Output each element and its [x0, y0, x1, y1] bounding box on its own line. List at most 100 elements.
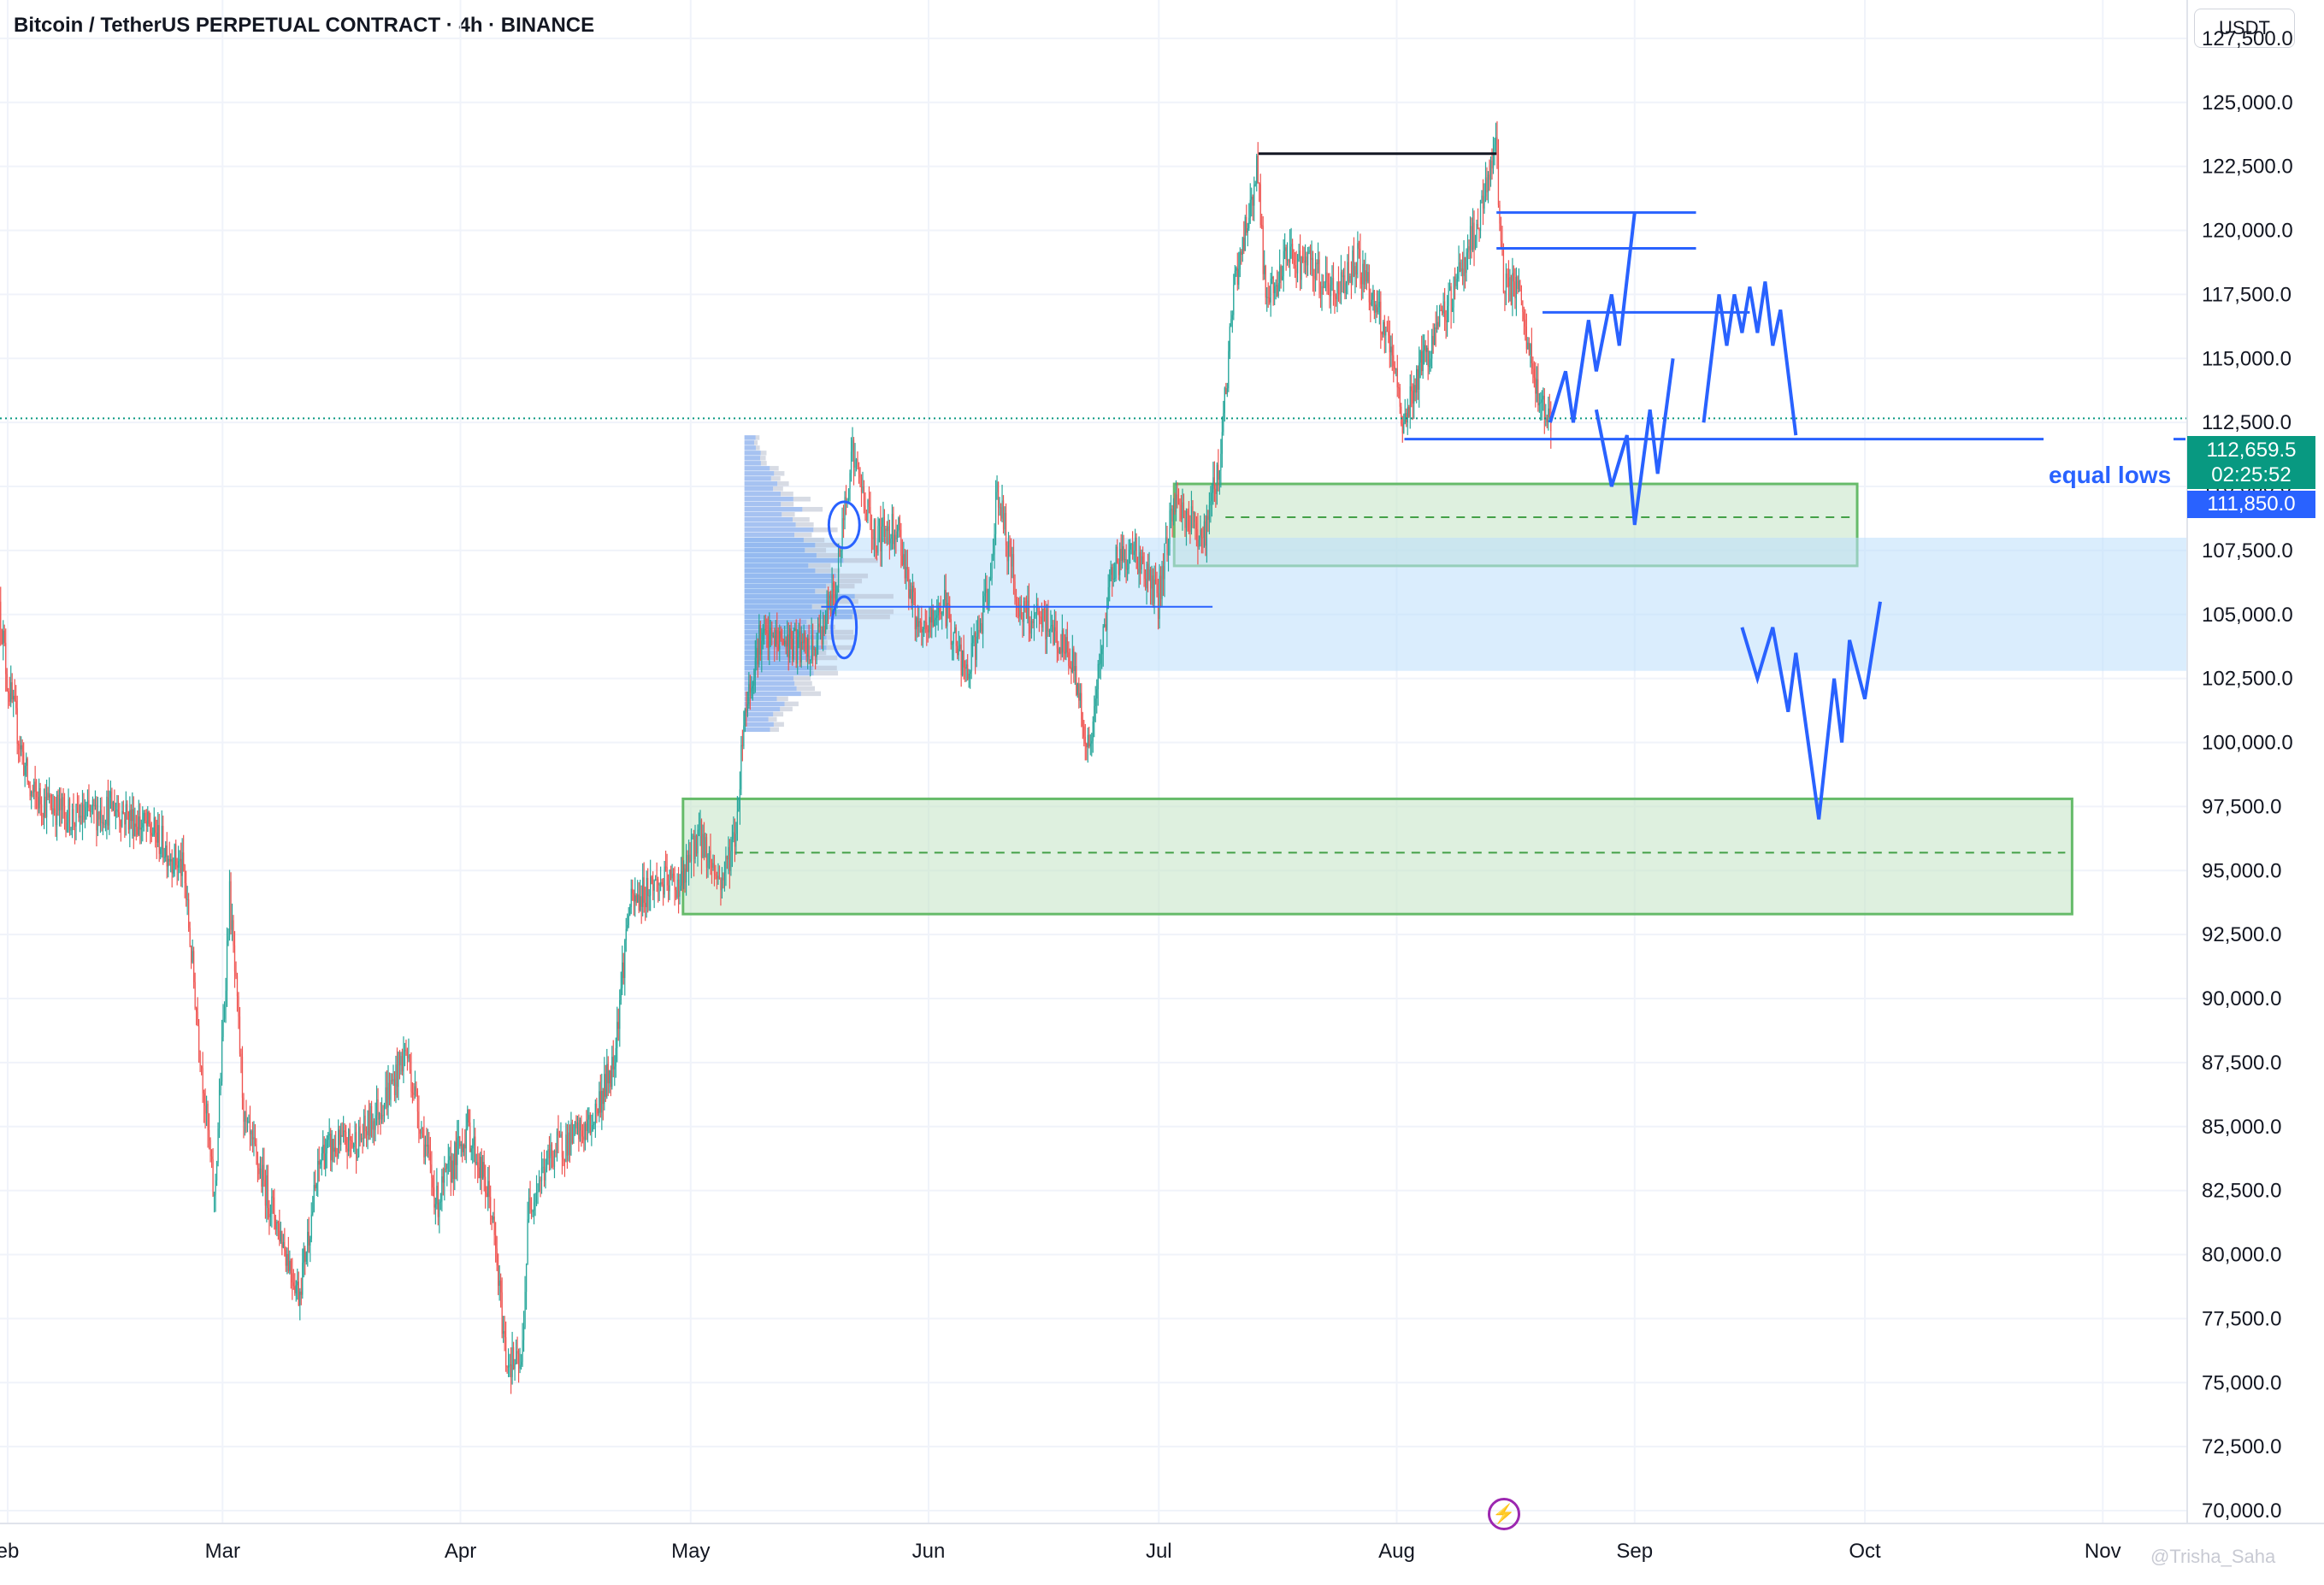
candle-body	[134, 823, 136, 836]
projection-path[interactable]	[1548, 212, 1637, 423]
candle-body	[470, 1148, 472, 1152]
zones-layer	[681, 482, 2187, 916]
candle-body	[522, 1327, 525, 1340]
candle-body	[1133, 551, 1135, 555]
candle-body	[548, 1149, 551, 1158]
time-tick-label: Nov	[2085, 1540, 2121, 1563]
candle-body	[1497, 154, 1500, 205]
candle-body	[1347, 262, 1348, 284]
candle-body	[1447, 306, 1448, 323]
candle-body	[646, 877, 647, 908]
currency-unit-button[interactable]: USDT	[2194, 9, 2295, 48]
candle-body	[510, 1364, 512, 1377]
candle-body	[771, 628, 773, 636]
candle-body	[532, 1211, 534, 1212]
candle-body	[1368, 272, 1370, 303]
candle-body	[52, 808, 54, 814]
candle-body	[1486, 177, 1488, 193]
candle-body	[635, 895, 637, 903]
drawings-layer	[0, 152, 2187, 820]
candle-body	[1337, 282, 1340, 294]
candle-body	[364, 1115, 366, 1132]
candle-body	[373, 1121, 375, 1130]
candle-body	[1192, 506, 1194, 513]
candle-body	[416, 1091, 419, 1112]
candle-body	[78, 805, 80, 818]
projection-path[interactable]	[1594, 358, 1675, 526]
candle-body	[42, 813, 44, 817]
candle-body	[973, 633, 975, 637]
candle-body	[201, 1066, 203, 1069]
candle-body	[269, 1213, 271, 1217]
candle-body	[1233, 285, 1235, 315]
candle-body	[210, 1156, 213, 1159]
candle-body	[322, 1145, 324, 1154]
volume-profile	[744, 435, 894, 733]
candle-body	[132, 809, 133, 822]
profile-bar-secondary	[796, 686, 816, 692]
candle-body	[935, 617, 936, 621]
candle-body	[896, 531, 898, 540]
candle-body	[867, 499, 869, 521]
candle-body	[1243, 237, 1245, 251]
profile-bar-secondary	[755, 445, 760, 451]
candle-body	[1383, 321, 1385, 336]
time-tick-label: Oct	[1849, 1540, 1881, 1563]
candle-body	[1466, 246, 1469, 253]
profile-bar	[744, 440, 755, 445]
candle-body	[1151, 575, 1153, 589]
highlight-ellipse[interactable]	[830, 595, 858, 660]
candle-body	[145, 821, 147, 827]
candle-body	[792, 639, 793, 660]
candle-body	[1304, 256, 1307, 263]
highlight-ellipse[interactable]	[827, 500, 861, 550]
candle-body	[569, 1132, 571, 1155]
candle-body	[537, 1191, 539, 1193]
profile-bar	[744, 456, 761, 461]
candle-body	[1375, 304, 1377, 313]
price-tick-label: 95,000.0	[2202, 859, 2281, 882]
profile-bar	[744, 573, 836, 579]
candle-body	[717, 875, 719, 879]
profile-bar	[744, 588, 816, 594]
candle-body	[429, 1153, 431, 1165]
candle-body	[1205, 521, 1206, 546]
candle-body	[1053, 627, 1055, 645]
price-tick-label: 92,500.0	[2202, 923, 2281, 946]
candle-body	[1112, 579, 1114, 580]
candle-body	[1038, 611, 1041, 617]
lightning-icon[interactable]: ⚡	[1488, 1498, 1520, 1530]
candle-body	[1303, 260, 1305, 263]
candle-body	[351, 1140, 353, 1147]
candle-body	[642, 877, 644, 907]
candle-body	[1189, 531, 1191, 533]
candle-body	[1083, 726, 1085, 737]
profile-bar-secondary	[760, 451, 767, 456]
candle-body	[676, 879, 678, 898]
candle-body	[1365, 270, 1367, 282]
candle-body	[1024, 601, 1026, 607]
candle-body	[1296, 258, 1299, 274]
profile-bar-secondary	[803, 537, 825, 543]
candle-body	[1198, 539, 1200, 547]
candle-body	[759, 624, 761, 655]
candle-body	[193, 951, 195, 982]
candle-body	[1363, 263, 1365, 285]
candle-body	[276, 1222, 278, 1230]
candle-body	[546, 1151, 548, 1169]
candle-body	[799, 631, 801, 663]
equal-lows-label[interactable]: equal lows	[2049, 462, 2171, 488]
candle-body	[1461, 268, 1464, 276]
candle-body	[855, 459, 858, 461]
candle-body	[83, 804, 85, 820]
projection-path[interactable]	[1740, 601, 1882, 820]
candle-body	[137, 827, 139, 835]
time-tick-label: May	[671, 1540, 710, 1563]
projection-path[interactable]	[1702, 281, 1798, 436]
candle-body	[610, 1070, 611, 1087]
profile-bar	[744, 451, 761, 456]
candle-body	[1409, 386, 1411, 417]
candle-body	[436, 1185, 438, 1205]
candle-body	[444, 1168, 445, 1183]
